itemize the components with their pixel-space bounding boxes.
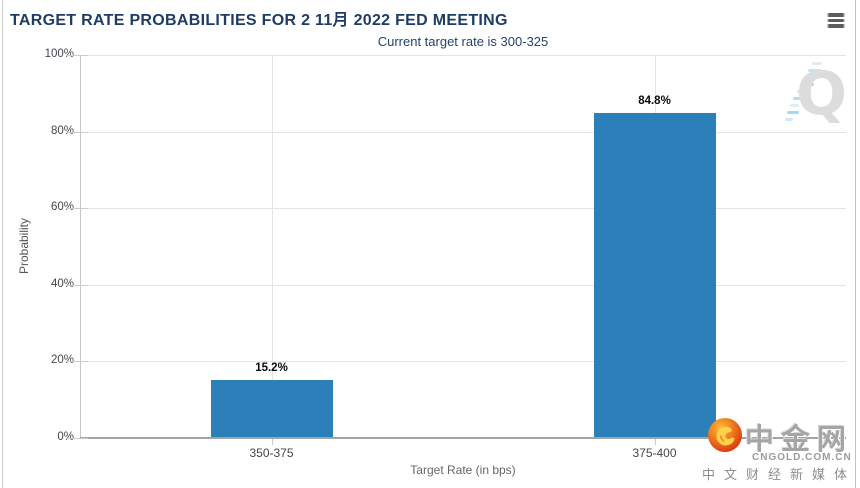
bar-value-label: 15.2% <box>255 361 288 374</box>
y-gridline <box>80 131 846 133</box>
hamburger-bar <box>827 18 845 23</box>
watermark-dash <box>793 97 806 100</box>
probability-bar[interactable] <box>210 379 333 438</box>
widget-right-border <box>855 0 856 488</box>
y-tick-label: 60% <box>50 201 74 214</box>
watermark-q-letter: Q <box>796 59 848 129</box>
y-tick-label: 0% <box>57 431 74 443</box>
cngold-logo-icon <box>708 418 742 452</box>
x-axis-line <box>80 437 846 439</box>
y-axis-line <box>80 55 81 438</box>
plot-area: 15.2% 84.8% <box>80 55 846 438</box>
x-tick-mark <box>271 439 273 445</box>
y-tick-label: 100% <box>44 48 74 60</box>
y-tick-mark <box>66 284 88 286</box>
hamburger-bar <box>827 13 845 17</box>
y-tick-mark <box>66 131 88 133</box>
y-tick-mark <box>66 55 88 56</box>
category-gridline <box>271 55 273 438</box>
y-tick-label: 80% <box>50 124 74 137</box>
category-label: 350-375 <box>249 446 294 460</box>
watermark-dash <box>804 76 815 79</box>
widget-left-border <box>2 0 3 488</box>
chart-title: TARGET RATE PROBABILITIES FOR 2 11月 2022… <box>10 12 508 29</box>
x-axis-title: Target Rate (in bps) <box>410 463 516 477</box>
hamburger-menu-icon[interactable] <box>827 13 845 29</box>
watermark-dash <box>797 90 807 93</box>
probability-bar[interactable] <box>593 113 716 438</box>
chart-subtitle: Current target rate is 300-325 <box>377 34 549 49</box>
watermark-dash <box>787 111 799 114</box>
cngold-logo-domain: CNGOLD.COM.CN <box>752 452 852 463</box>
watermark-dash <box>790 104 799 107</box>
y-gridline <box>80 284 846 286</box>
watermark-dash <box>808 69 821 72</box>
watermark-dash <box>785 118 793 121</box>
watermark-dash <box>812 62 822 65</box>
y-tick-label: 20% <box>50 354 74 367</box>
y-gridline <box>80 55 846 56</box>
watermark-dash <box>800 83 814 86</box>
y-gridline <box>80 361 846 363</box>
y-tick-mark <box>66 208 88 210</box>
y-gridline <box>80 208 846 210</box>
bar-value-label: 84.8% <box>638 95 671 108</box>
hamburger-bar <box>827 24 845 28</box>
y-axis-title: Probability <box>17 217 31 275</box>
cngold-logo-name: 中金网 <box>745 424 854 456</box>
y-tick-mark <box>66 361 88 363</box>
x-tick-mark <box>654 439 656 445</box>
cngold-logo-tagline: 中文财经新媒体 <box>702 467 857 482</box>
category-label: 375-400 <box>632 446 677 460</box>
cngold-logo: 中金网 CNGOLD.COM.CN 中文财经新媒体 <box>695 415 857 485</box>
y-tick-mark <box>66 438 88 439</box>
y-tick-label: 40% <box>50 277 74 290</box>
